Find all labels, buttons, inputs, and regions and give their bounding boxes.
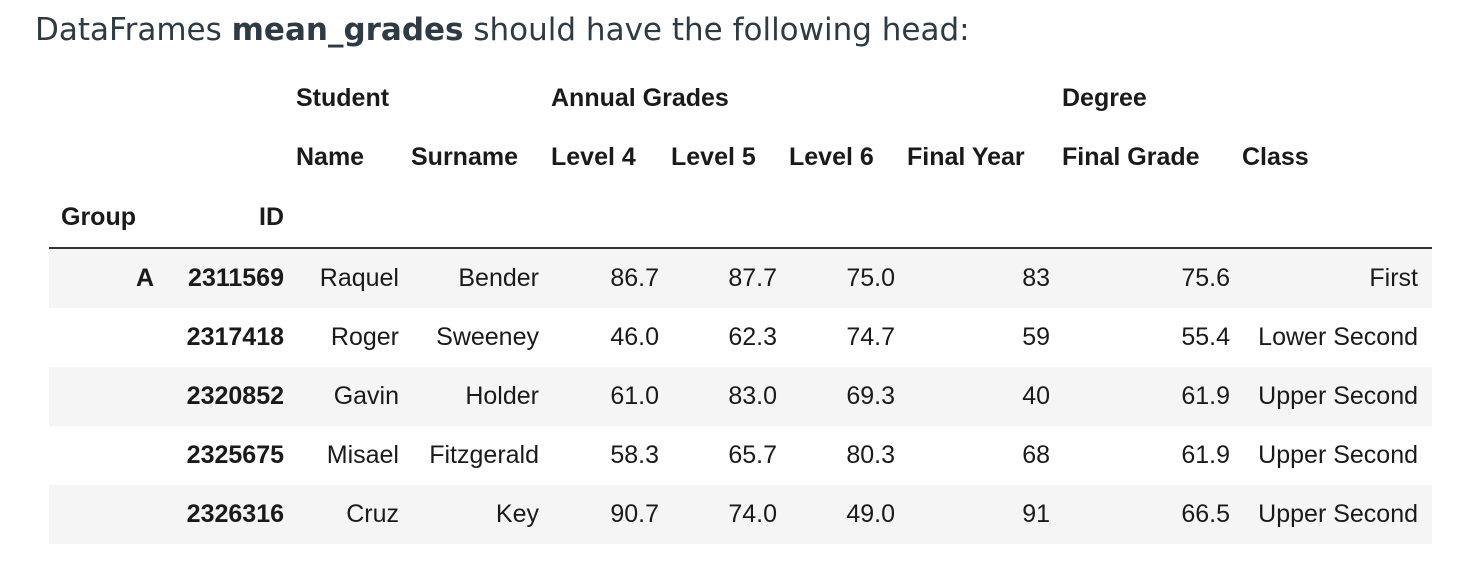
col-name: Name [296, 142, 365, 171]
cell-level-4: 58.3 [610, 441, 659, 469]
cell-final-grade: 66.5 [1050, 485, 1230, 544]
cell-surname: Key [399, 485, 539, 544]
cell-level-5: 87.7 [659, 248, 777, 308]
cell-name: Cruz [284, 485, 399, 544]
table-row: 2317418 Roger Sweeney 46.0 62.3 74.7 59 … [49, 308, 1432, 367]
table-row: A 2311569 Raquel Bender 86.7 87.7 75.0 8… [49, 248, 1432, 308]
cell-level-4: 61.0 [539, 367, 659, 426]
cell-surname: Bender [399, 248, 539, 308]
cell-final-year: 40 [895, 367, 1050, 426]
table-row: 2325675 Misael Fitzgerald 58.3 65.7 80.3… [49, 426, 1432, 485]
cell-id: 2320852 [154, 367, 284, 426]
cell-final-grade: 61.9 [1181, 441, 1230, 469]
cell-id: 2326316 [154, 485, 284, 544]
cell-final-grade: 61.9 [1050, 367, 1230, 426]
cell-level-5: 62.3 [728, 323, 777, 351]
header-degree: Degree [1062, 84, 1147, 112]
col-level-6: Level 6 [789, 142, 874, 171]
cell-level-6: 80.3 [846, 441, 895, 469]
cell-final-year: 83 [895, 248, 1050, 308]
cell-level-4: 86.7 [539, 248, 659, 308]
cell-level-4: 46.0 [610, 323, 659, 351]
intro-text: DataFrames mean_grades should have the f… [35, 12, 970, 48]
dataframe-name: mean_grades [231, 12, 464, 48]
cell-name: Raquel [284, 248, 399, 308]
intro-suffix: should have the following head: [463, 12, 970, 48]
cell-name: Gavin [284, 367, 399, 426]
cell-final-year: 91 [895, 485, 1050, 544]
cell-level-6: 75.0 [777, 248, 895, 308]
cell-id: 2325675 [186, 441, 284, 469]
cell-level-5: 83.0 [659, 367, 777, 426]
col-class: Class [1242, 142, 1309, 171]
table-row: 2326316 Cruz Key 90.7 74.0 49.0 91 66.5 … [49, 485, 1432, 544]
col-level-4: Level 4 [551, 142, 636, 171]
cell-group: A [49, 248, 154, 308]
col-final-year: Final Year [907, 142, 1025, 171]
index-group: Group [49, 187, 154, 249]
header-student: Student [296, 84, 390, 112]
cell-group [49, 367, 154, 426]
cell-level-4: 90.7 [539, 485, 659, 544]
cell-surname: Holder [399, 367, 539, 426]
cell-class: Upper Second [1258, 441, 1418, 469]
cell-final-year: 68 [1022, 441, 1050, 469]
index-id: ID [154, 187, 284, 249]
cell-level-5: 74.0 [659, 485, 777, 544]
dataframe-table: Student Annual Grades Degree Name Surnam… [49, 70, 1432, 544]
cell-final-grade: 75.6 [1050, 248, 1230, 308]
col-final-grade: Final Grade [1062, 142, 1200, 171]
cell-name: Roger [330, 323, 399, 351]
col-surname: Surname [411, 142, 518, 171]
header-annual-grades: Annual Grades [551, 84, 729, 112]
col-level-5: Level 5 [671, 142, 756, 171]
cell-name: Misael [326, 441, 399, 469]
cell-group [49, 426, 154, 485]
intro-prefix: DataFrames [35, 12, 232, 48]
header-row-columns: Name Surname Level 4 Level 5 Level 6 Fin… [49, 127, 1432, 187]
cell-group [49, 485, 154, 544]
cell-level-6: 49.0 [777, 485, 895, 544]
cell-final-grade: 55.4 [1181, 323, 1230, 351]
cell-class: Upper Second [1230, 367, 1432, 426]
header-row-groups: Student Annual Grades Degree [49, 70, 1432, 127]
cell-surname: Sweeney [436, 323, 539, 351]
cell-level-6: 69.3 [777, 367, 895, 426]
table-row: 2320852 Gavin Holder 61.0 83.0 69.3 40 6… [49, 367, 1432, 426]
cell-id: 2311569 [154, 248, 284, 308]
cell-surname: Fitzgerald [429, 441, 539, 469]
cell-id: 2317418 [186, 323, 284, 351]
cell-class: Lower Second [1258, 323, 1418, 351]
cell-final-year: 59 [1022, 323, 1050, 351]
cell-level-5: 65.7 [728, 441, 777, 469]
cell-level-6: 74.7 [846, 323, 895, 351]
header-row-index: Group ID [49, 187, 1432, 249]
cell-class: First [1230, 248, 1432, 308]
cell-class: Upper Second [1230, 485, 1432, 544]
cell-group [49, 308, 154, 367]
table-body: A 2311569 Raquel Bender 86.7 87.7 75.0 8… [49, 248, 1432, 544]
